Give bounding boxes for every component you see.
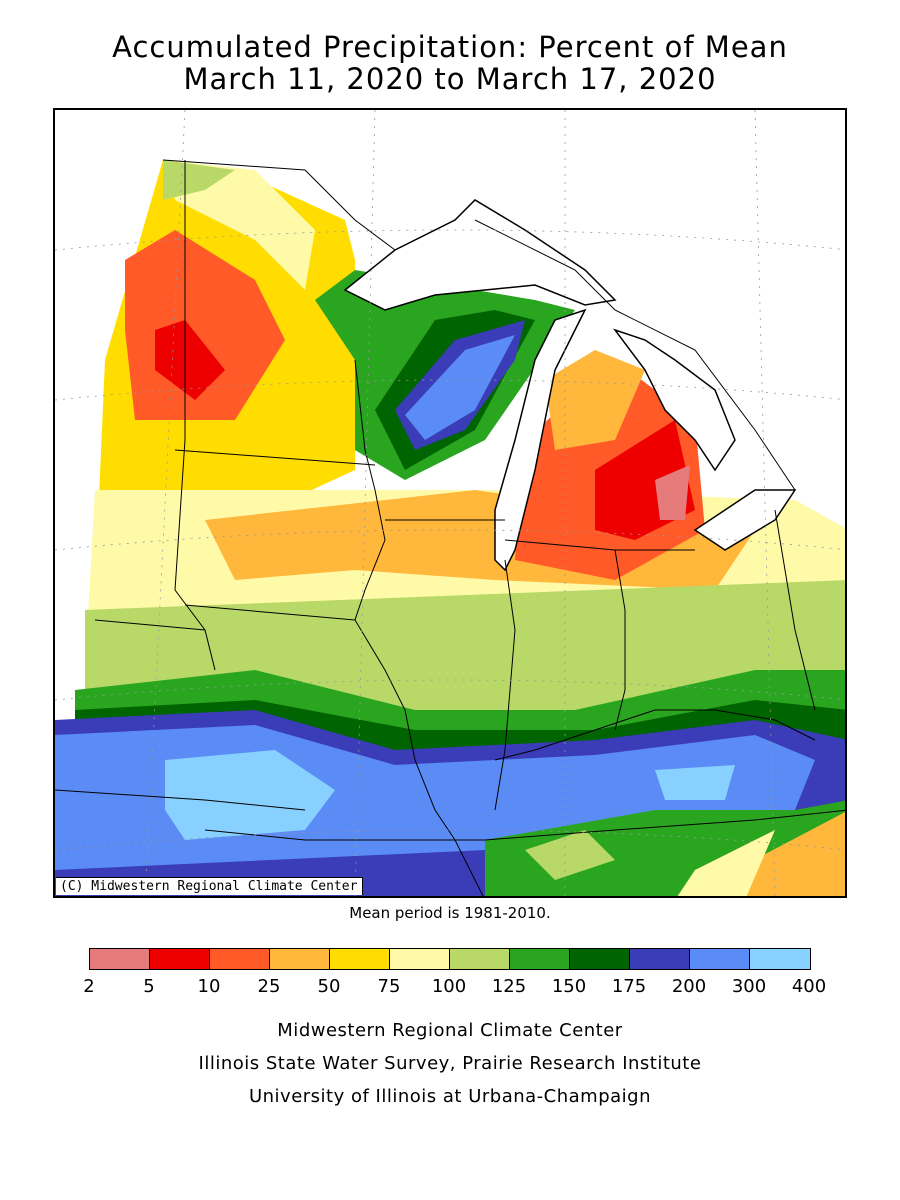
legend-swatch	[90, 949, 150, 969]
legend-tick-label: 300	[731, 976, 767, 997]
boundary-mississippi	[354, 359, 484, 896]
boundary-ks-ne	[55, 789, 306, 811]
map-canvas	[55, 110, 845, 896]
legend-tick-label: 100	[431, 976, 467, 997]
legend-color-bar	[89, 948, 811, 970]
map-credit: (C) Midwestern Regional Climate Center	[56, 877, 364, 895]
legend-tick-label: 5	[143, 976, 155, 997]
legend-tick-labels: 2 5 10 25 50 75 100 125 150 175 200 300 400	[0, 976, 900, 998]
legend-swatch	[390, 949, 450, 969]
region-mi-upper-orange	[545, 350, 645, 450]
legend-swatch	[570, 949, 630, 969]
lake-michigan	[494, 308, 587, 572]
region-north-light	[165, 160, 315, 290]
legend-tick-label: 75	[377, 976, 401, 997]
region-wi-lightblue	[405, 335, 515, 440]
lake-superior	[343, 199, 617, 311]
boundary-ohio-river	[494, 709, 816, 761]
legend-tick-label: 175	[611, 976, 647, 997]
region-se-yellow	[677, 830, 775, 896]
boundary-in-east	[614, 549, 626, 731]
state-boundaries	[55, 159, 845, 896]
legend-tick-label: 2	[83, 976, 95, 997]
lake-erie	[693, 489, 797, 551]
legend-swatch	[510, 949, 570, 969]
legend-swatch	[630, 949, 690, 969]
legend-tick-label: 200	[671, 976, 707, 997]
boundary-il-east	[494, 559, 516, 811]
legend-swatch	[210, 949, 270, 969]
legend-swatch	[330, 949, 390, 969]
boundary-ia-south	[184, 604, 356, 621]
boundary-oh-east	[774, 509, 816, 711]
region-se-lime	[525, 830, 615, 880]
lake-huron	[612, 328, 736, 472]
boundary-ontario	[474, 219, 796, 491]
boundary-mn-west	[174, 160, 216, 671]
precip-fill-layer	[55, 110, 845, 896]
boundary-ne-sd	[94, 619, 206, 631]
footer-university: University of Illinois at Urbana-Champai…	[248, 1086, 652, 1107]
region-light-blue	[165, 750, 335, 840]
footer-org: Midwestern Regional Climate Center	[277, 1020, 623, 1041]
region-light-blue-east	[655, 765, 735, 800]
legend-tick-label: 50	[317, 976, 341, 997]
graticule	[55, 110, 845, 896]
legend-tick-label: 125	[491, 976, 527, 997]
legend-tick-label: 400	[791, 976, 827, 997]
legend-swatch	[750, 949, 810, 969]
region-mi-pink	[655, 465, 690, 520]
boundary-ia-north	[174, 449, 376, 466]
boundary-mi-oh	[504, 539, 695, 551]
canada-white	[55, 110, 845, 490]
legend-tick-label: 10	[197, 976, 221, 997]
mean-period-note: Mean period is 1981-2010.	[349, 904, 551, 922]
legend-swatch	[450, 949, 510, 969]
footer-survey: Illinois State Water Survey, Prairie Res…	[198, 1053, 702, 1074]
legend-swatch	[270, 949, 330, 969]
legend-swatch	[150, 949, 210, 969]
precipitation-map: (C) Midwestern Regional Climate Center	[53, 108, 847, 898]
map-title: Accumulated Precipitation: Percent of Me…	[112, 30, 788, 64]
legend-tick-label: 25	[257, 976, 281, 997]
boundary-us-canada	[162, 159, 396, 251]
legend-tick-label: 150	[551, 976, 587, 997]
map-date-range: March 11, 2020 to March 17, 2020	[183, 62, 717, 96]
region-nw-red	[155, 320, 225, 400]
legend-swatch	[690, 949, 750, 969]
boundary-ky-tn	[484, 809, 845, 841]
